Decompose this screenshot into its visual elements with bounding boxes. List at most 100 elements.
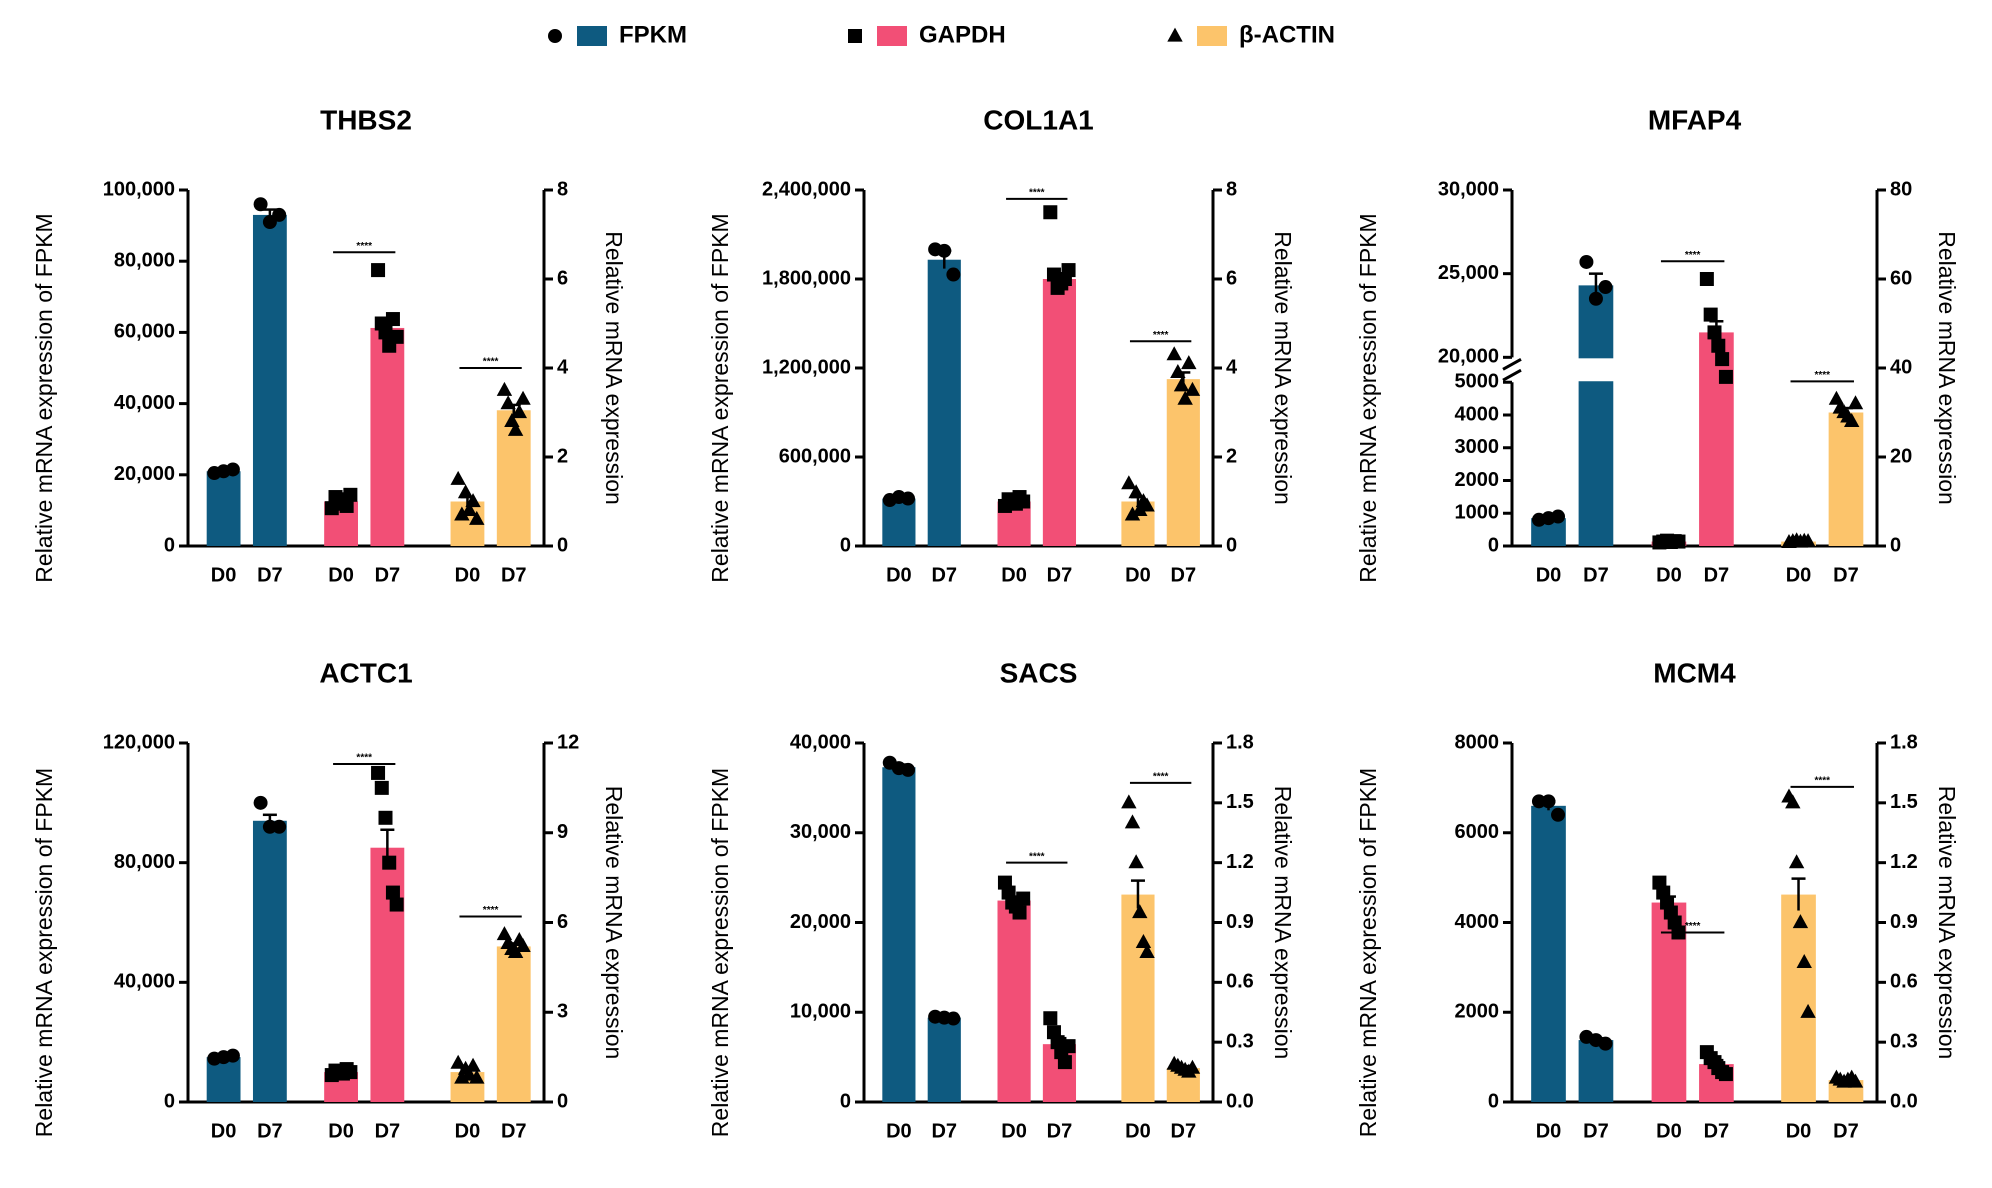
x-tick-label: D0 xyxy=(328,1120,354,1142)
data-point xyxy=(1177,390,1193,405)
bar xyxy=(370,327,405,546)
data-point xyxy=(1671,534,1686,549)
y2-tick-label: 1.8 xyxy=(1226,731,1254,753)
data-point xyxy=(496,381,513,396)
y2-tick-label: 6 xyxy=(1226,267,1237,289)
y-tick-label: 80,000 xyxy=(114,851,175,873)
bar xyxy=(252,214,287,547)
y-tick-label: 0 xyxy=(840,1090,851,1112)
y-tick-label: 5000 xyxy=(1455,371,1500,393)
y-tick-label: 0 xyxy=(840,534,851,556)
y2-tick-label: 6 xyxy=(557,911,568,933)
y2-tick-label: 1.5 xyxy=(1890,791,1918,813)
data-point xyxy=(1128,484,1144,499)
data-point xyxy=(465,1057,481,1072)
y2-tick-label: 80 xyxy=(1890,178,1912,200)
data-point xyxy=(1043,205,1058,220)
bar xyxy=(1042,279,1077,546)
y-tick-label: 0 xyxy=(1488,1090,1499,1112)
y-tick-label: 60,000 xyxy=(114,321,175,343)
data-point xyxy=(465,493,481,508)
data-point xyxy=(1057,1055,1072,1070)
data-point xyxy=(1016,494,1031,509)
y2-axis-title: Relative mRNA expression xyxy=(1270,786,1296,1060)
data-point xyxy=(1132,904,1148,919)
y2-tick-label: 20 xyxy=(1890,445,1912,467)
axis-break xyxy=(1502,368,1522,382)
chart-title: ACTC1 xyxy=(319,657,412,688)
y2-axis-title: Relative mRNA expression xyxy=(1934,231,1960,505)
y2-axis-title: Relative mRNA expression xyxy=(601,786,627,1060)
y-tick-label: 0 xyxy=(164,1090,175,1112)
y2-tick-label: 0 xyxy=(557,1090,568,1112)
data-point xyxy=(272,819,287,834)
significance-label: **** xyxy=(356,241,372,252)
data-point xyxy=(901,762,916,777)
axis-break xyxy=(1502,358,1522,371)
bar xyxy=(1828,412,1864,546)
chart-title: THBS2 xyxy=(320,104,412,135)
bar xyxy=(1578,285,1614,546)
y2-tick-label: 0 xyxy=(1890,534,1901,556)
data-point xyxy=(450,1054,466,1069)
y2-axis-title: Relative mRNA expression xyxy=(1270,231,1296,505)
data-point xyxy=(1847,1073,1864,1088)
data-point xyxy=(1788,854,1805,869)
chart-title: SACS xyxy=(1000,657,1078,688)
data-point xyxy=(253,197,268,212)
data-point xyxy=(1061,1039,1076,1054)
y2-tick-label: 0 xyxy=(1226,534,1237,556)
y-tick-label: 20,000 xyxy=(790,911,851,933)
data-point xyxy=(496,926,513,941)
legend-label: β-ACTIN xyxy=(1239,21,1335,48)
significance-label: **** xyxy=(1029,851,1045,862)
bar xyxy=(1781,894,1816,1102)
data-point xyxy=(1124,814,1141,829)
data-point xyxy=(371,263,386,278)
data-point xyxy=(1173,377,1190,392)
data-point xyxy=(500,395,516,410)
data-point xyxy=(1699,272,1714,286)
x-tick-label: D0 xyxy=(328,564,354,586)
y-tick-label: 40,000 xyxy=(114,392,175,414)
data-point xyxy=(225,1048,240,1063)
x-tick-label: D7 xyxy=(1047,564,1073,586)
y2-tick-label: 60 xyxy=(1890,267,1912,289)
x-tick-label: D7 xyxy=(257,564,283,586)
data-point xyxy=(1184,1059,1201,1074)
y2-tick-label: 0.0 xyxy=(1890,1090,1918,1112)
bar xyxy=(1699,332,1734,546)
data-point xyxy=(374,780,389,795)
significance-label: **** xyxy=(1814,776,1830,787)
x-tick-label: D0 xyxy=(1001,1120,1027,1142)
y-tick-label: 30,000 xyxy=(790,821,851,843)
y-tick-label: 10,000 xyxy=(790,1001,851,1023)
data-point xyxy=(1715,352,1730,367)
data-point xyxy=(1016,891,1031,906)
x-tick-label: D0 xyxy=(1125,564,1151,586)
y2-tick-label: 12 xyxy=(557,731,579,753)
significance-label: **** xyxy=(483,357,499,368)
data-point xyxy=(1800,1003,1816,1018)
y2-tick-label: 0 xyxy=(557,534,568,556)
legend-label: FPKM xyxy=(619,21,687,48)
data-point xyxy=(1128,854,1144,869)
data-point xyxy=(511,404,528,419)
y-tick-label: 2000 xyxy=(1455,469,1500,491)
y-tick-label: 4000 xyxy=(1455,403,1500,425)
data-point xyxy=(454,506,470,521)
data-point xyxy=(1579,254,1594,269)
data-point xyxy=(1139,497,1155,512)
y-tick-label: 0 xyxy=(164,534,175,556)
data-point xyxy=(1124,506,1141,521)
bar xyxy=(997,900,1031,1102)
y-axis-title: Relative mRNA expression of FPKM xyxy=(707,213,733,582)
bar xyxy=(927,259,961,546)
data-point xyxy=(937,243,952,258)
x-tick-label: D7 xyxy=(1704,1120,1730,1142)
data-point xyxy=(1012,905,1027,920)
y2-axis-title: Relative mRNA expression xyxy=(601,231,627,505)
x-tick-label: D7 xyxy=(1833,564,1859,586)
bar xyxy=(252,820,287,1102)
data-point xyxy=(272,207,287,222)
